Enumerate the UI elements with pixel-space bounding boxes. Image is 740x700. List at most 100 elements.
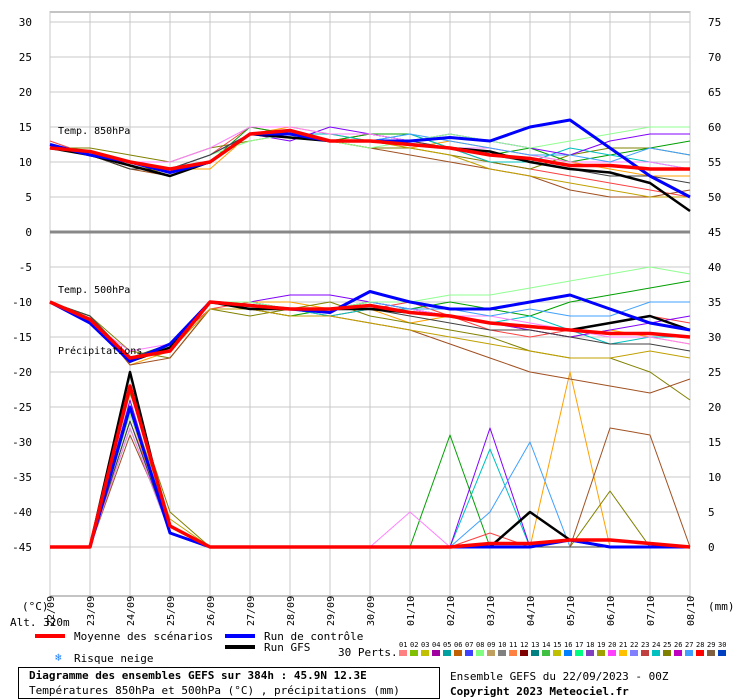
right-unit: (mm): [708, 600, 735, 613]
x-date-tick: 27/09: [246, 596, 257, 626]
pert-color-swatch: [410, 650, 418, 656]
pert-number: 10: [498, 641, 507, 649]
pert-number: 05: [443, 641, 452, 649]
y-left-tick: 10: [19, 156, 32, 169]
left-unit: (°C): [22, 600, 49, 613]
x-date-tick: 08/10: [686, 596, 697, 626]
x-date-tick: 03/10: [486, 596, 497, 626]
y-left-tick: -20: [12, 366, 32, 379]
pert-color-swatch: [454, 650, 462, 656]
y-right-tick: 65: [708, 86, 721, 99]
pert-color-swatch: [685, 650, 693, 656]
pert-number: 27: [685, 641, 694, 649]
pert-number: 11: [509, 641, 518, 649]
pert-color-swatch: [399, 650, 407, 656]
pert-color-swatch: [564, 650, 572, 656]
x-date-tick: 07/10: [646, 596, 657, 626]
title-line1: Diagramme des ensembles GEFS sur 384h : …: [29, 669, 367, 682]
x-date-tick: 22/09: [46, 596, 57, 626]
y-left-tick: 30: [19, 16, 32, 29]
y-left-tick: -45: [12, 541, 32, 554]
x-date-tick: 05/10: [566, 596, 577, 626]
y-right-tick: 75: [708, 16, 721, 29]
x-date-tick: 26/09: [206, 596, 217, 626]
pert-number: 25: [663, 641, 672, 649]
x-date-tick: 02/10: [446, 596, 457, 626]
y-left-tick: 20: [19, 86, 32, 99]
pert-number: 15: [553, 641, 562, 649]
pert-number: 21: [619, 641, 628, 649]
x-date-tick: 06/10: [606, 596, 617, 626]
pert-number: 01: [399, 641, 408, 649]
y-left-tick: -10: [12, 296, 32, 309]
pert-color-swatch: [432, 650, 440, 656]
footer-ensemble: Ensemble GEFS du 22/09/2023 - 00Z: [450, 670, 669, 683]
label-t850: Temp. 850hPa: [58, 126, 130, 137]
y-left-tick: -25: [12, 401, 32, 414]
pert-color-swatch: [718, 650, 726, 656]
control-t500-line: [49, 290, 691, 363]
legend-control-swatch: [225, 634, 255, 638]
pert-color-swatch: [663, 650, 671, 656]
pert-color-swatch: [443, 650, 451, 656]
date-axis: 22/09 23/09 24/09 25/09 26/09 27/09 28/09 29/09…: [46, 596, 697, 626]
pert-number: 29: [707, 641, 716, 649]
mean-t850-line: [49, 128, 690, 171]
pert-color-swatch: [707, 650, 715, 656]
pert-color-swatch: [619, 650, 627, 656]
y-left-tick: -40: [12, 506, 32, 519]
y-right-tick: 5: [708, 506, 715, 519]
pert-number: 24: [652, 641, 661, 649]
left-axis: 30 25 20 15 10 5 0 -5 -10 -15 -20 -25 -30 -35 -40 -45: [12, 16, 32, 554]
pert-color-swatch: [531, 650, 539, 656]
pert-number: 23: [641, 641, 650, 649]
pert-color-swatch: [608, 650, 616, 656]
legend-snow-label: Risque neige: [74, 652, 154, 665]
legend-gfs-swatch: [225, 645, 255, 649]
pert-number: 09: [487, 641, 496, 649]
mean-precip-line: [50, 384, 691, 549]
pert-color-swatch: [575, 650, 583, 656]
pert-number: 08: [476, 641, 485, 649]
legend-mean-swatch: [35, 634, 65, 638]
x-date-tick: 28/09: [286, 596, 297, 626]
y-right-tick: 55: [708, 156, 721, 169]
footer-copyright: Copyright 2023 Meteociel.fr: [450, 685, 629, 698]
pert-number: 14: [542, 641, 551, 649]
pert-color-swatch: [465, 650, 473, 656]
y-right-tick: 15: [708, 436, 721, 449]
pert-color-swatch: [696, 650, 704, 656]
pert-color-swatch: [674, 650, 682, 656]
x-date-tick: 23/09: [86, 596, 97, 626]
y-right-tick: 50: [708, 191, 721, 204]
snowflake-icon: ❄: [55, 651, 62, 664]
y-right-tick: 70: [708, 51, 721, 64]
y-left-tick: 25: [19, 51, 32, 64]
altitude-label: Alt. 320m: [10, 616, 70, 629]
y-left-tick: 5: [25, 191, 32, 204]
y-left-tick: 0: [25, 226, 32, 239]
pert-number: 18: [586, 641, 595, 649]
pert-number: 22: [630, 641, 639, 649]
y-right-tick: 45: [708, 226, 721, 239]
y-right-tick: 0: [708, 541, 715, 554]
pert-number: 06: [454, 641, 463, 649]
pert-color-swatch: [498, 650, 506, 656]
y-right-tick: 60: [708, 121, 721, 134]
pert-color-swatch: [520, 650, 528, 656]
pert-color-swatch: [630, 650, 638, 656]
legend-mean-label: Moyenne des scénarios: [74, 630, 214, 643]
pert-number: 04: [432, 641, 441, 649]
legend-control-label: Run de contrôle: [264, 630, 364, 643]
pert-color-swatch: [487, 650, 495, 656]
legend-perts-label: 30 Perts.: [338, 646, 398, 659]
y-right-tick: 25: [708, 366, 721, 379]
pert-number: 02: [410, 641, 419, 649]
y-left-tick: -30: [12, 436, 32, 449]
pert-number: 07: [465, 641, 474, 649]
y-right-tick: 40: [708, 261, 721, 274]
y-right-tick: 20: [708, 401, 721, 414]
pert-color-swatch: [421, 650, 429, 656]
